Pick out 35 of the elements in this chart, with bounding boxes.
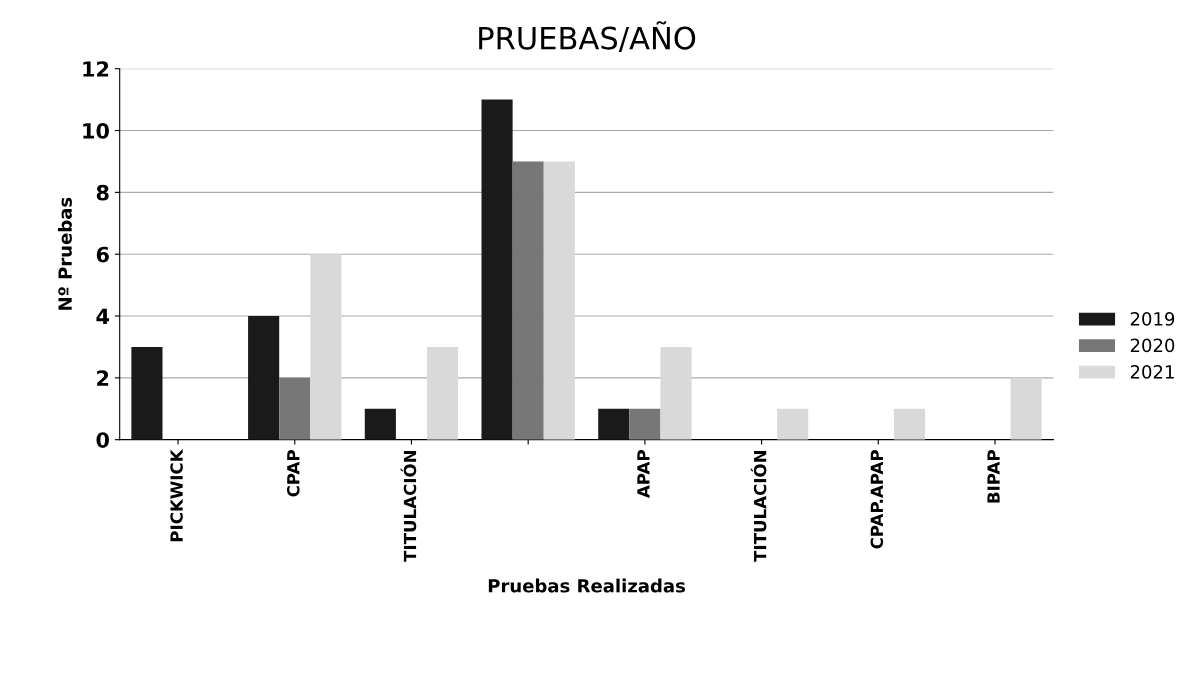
x-tick-label: BIPAP xyxy=(987,450,1000,503)
y-axis-title: Nº Pruebas xyxy=(57,197,72,310)
y-tick-label: 4 xyxy=(96,308,110,324)
legend-label: 2019 xyxy=(1130,312,1175,326)
bar xyxy=(777,408,809,440)
bar xyxy=(660,346,692,440)
bar xyxy=(279,377,311,440)
bar xyxy=(248,316,280,440)
chart-title: PRUEBAS/AÑO xyxy=(479,21,696,53)
bar xyxy=(427,346,459,440)
x-tick-label: TITULACIÓN xyxy=(400,450,417,562)
x-tick-label: CPAP xyxy=(286,450,300,497)
x-tick-label: TITULACIÓN xyxy=(750,450,767,562)
bar xyxy=(629,408,661,440)
y-tick-label: 10 xyxy=(83,122,109,139)
x-tick-label: APAP xyxy=(637,450,650,499)
bar xyxy=(1010,377,1042,440)
y-tick-label: 6 xyxy=(96,246,109,263)
x-axis-title: Pruebas Realizadas xyxy=(488,578,685,593)
bar xyxy=(481,99,513,440)
x-tick-label: PICKWICK xyxy=(170,448,183,542)
x-tick-label: CPAP.APAP xyxy=(870,450,884,549)
bar xyxy=(364,408,396,440)
y-tick-label: 0 xyxy=(96,432,109,448)
legend-label: 2021 xyxy=(1130,365,1174,379)
bar xyxy=(310,254,342,440)
y-tick-label: 2 xyxy=(97,370,109,386)
bar xyxy=(893,408,925,440)
y-tick-label: 8 xyxy=(96,184,109,201)
bar xyxy=(512,161,544,440)
legend-label: 2020 xyxy=(1130,338,1175,353)
bar xyxy=(598,408,630,440)
y-tick-label: 12 xyxy=(83,61,109,77)
bar xyxy=(543,161,575,440)
bar xyxy=(131,346,163,440)
